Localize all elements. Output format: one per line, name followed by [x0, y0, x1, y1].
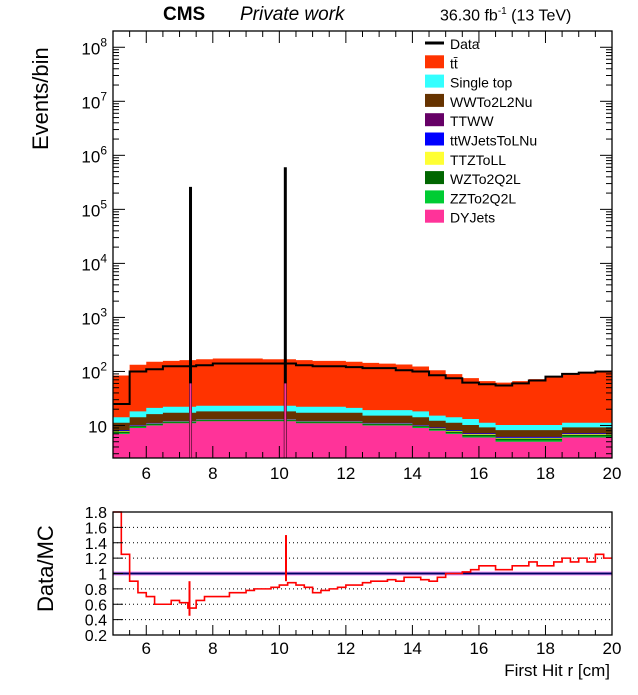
legend-swatch	[425, 55, 444, 69]
stacked-histograms	[113, 358, 612, 458]
experiment-label: CMS	[163, 4, 206, 25]
x-tick-label: 16	[469, 464, 488, 483]
legend: Data tt̄ Single top WWTo2L2Nu TTWW ttWJetsToL…	[425, 36, 537, 226]
ratio-y-tick-label: 0.8	[85, 582, 107, 599]
x-tick-label: 18	[536, 464, 555, 483]
x-tick-label: 6	[142, 464, 151, 483]
y-tick-label: 108	[81, 35, 107, 58]
ratio-y-tick-label: 1.8	[85, 505, 107, 522]
ratio-line	[113, 511, 612, 609]
y-tick-label: 102	[81, 359, 107, 382]
ratio-y-tick-label: 1	[98, 567, 107, 584]
x-tick-label: 8	[208, 464, 217, 483]
legend-label: TTWW	[450, 113, 494, 129]
ratio-y-tick-label: 0.4	[85, 613, 107, 630]
y-tick-label: 105	[81, 197, 107, 220]
status-label: Private work	[240, 4, 345, 25]
ratio-axis-ticks: 0.20.40.60.811.21.41.61.8 6 8 10 12 14 16 18 20	[85, 505, 622, 658]
x-tick-label: 14	[403, 464, 422, 483]
ratio-y-tick-label: 1.6	[85, 520, 107, 537]
ratio-x-tick-label: 20	[603, 639, 622, 658]
stack-dyjets	[113, 421, 612, 458]
legend-label: DYJets	[450, 210, 495, 226]
x-axis-label: First Hit r [cm]	[504, 661, 610, 680]
legend-label: Data	[450, 36, 480, 52]
legend-swatch	[425, 113, 444, 127]
ratio-y-tick-label: 0.2	[85, 628, 107, 645]
x-tick-label: 10	[270, 464, 289, 483]
x-tick-label: 20	[603, 464, 622, 483]
ratio-x-tick-label: 14	[403, 639, 422, 658]
legend-swatch	[425, 93, 444, 107]
legend-label: WZTo2Q2L	[450, 171, 521, 187]
ratio-x-tick-label: 10	[270, 639, 289, 658]
luminosity-label: 36.30 fb-1 (13 TeV)	[440, 6, 572, 25]
data-histogram	[113, 167, 612, 458]
ratio-y-tick-label: 0.6	[85, 597, 107, 614]
legend-label: TTZToLL	[450, 152, 506, 168]
ratio-grid	[113, 511, 612, 636]
legend-label: ZZTo2Q2L	[450, 190, 516, 206]
ratio-x-tick-label: 18	[536, 639, 555, 658]
legend-swatch	[425, 132, 444, 146]
legend-swatch	[425, 171, 444, 185]
legend-swatch	[425, 190, 444, 204]
legend-label: WWTo2L2Nu	[450, 94, 532, 110]
legend-swatch	[425, 209, 444, 223]
ratio-x-tick-label: 12	[336, 639, 355, 658]
ratio-y-tick-label: 1.4	[85, 536, 107, 553]
ratio-x-tick-label: 8	[208, 639, 217, 658]
legend-label: tt̄	[450, 55, 458, 71]
y-tick-label: 106	[81, 143, 107, 166]
y-tick-label: 107	[81, 89, 107, 112]
legend-label: ttWJetsToLNu	[450, 133, 537, 149]
data-line	[113, 362, 612, 405]
ratio-x-tick-label: 16	[469, 639, 488, 658]
ratio-y-tick-label: 1.2	[85, 551, 107, 568]
ratio-x-tick-label: 6	[142, 639, 151, 658]
legend-label: Single top	[450, 75, 512, 91]
y-tick-label: 10	[88, 417, 107, 436]
y-tick-label: 104	[81, 251, 107, 274]
top-axis-ticks: 10 102 103 104 105 106 107 108 6 8 10 12 14 16 18 20	[81, 30, 622, 483]
y-tick-label: 103	[81, 305, 107, 328]
ratio-histogram	[113, 511, 612, 616]
legend-swatch	[425, 151, 444, 165]
legend-swatch	[425, 74, 444, 88]
x-tick-label: 12	[336, 464, 355, 483]
